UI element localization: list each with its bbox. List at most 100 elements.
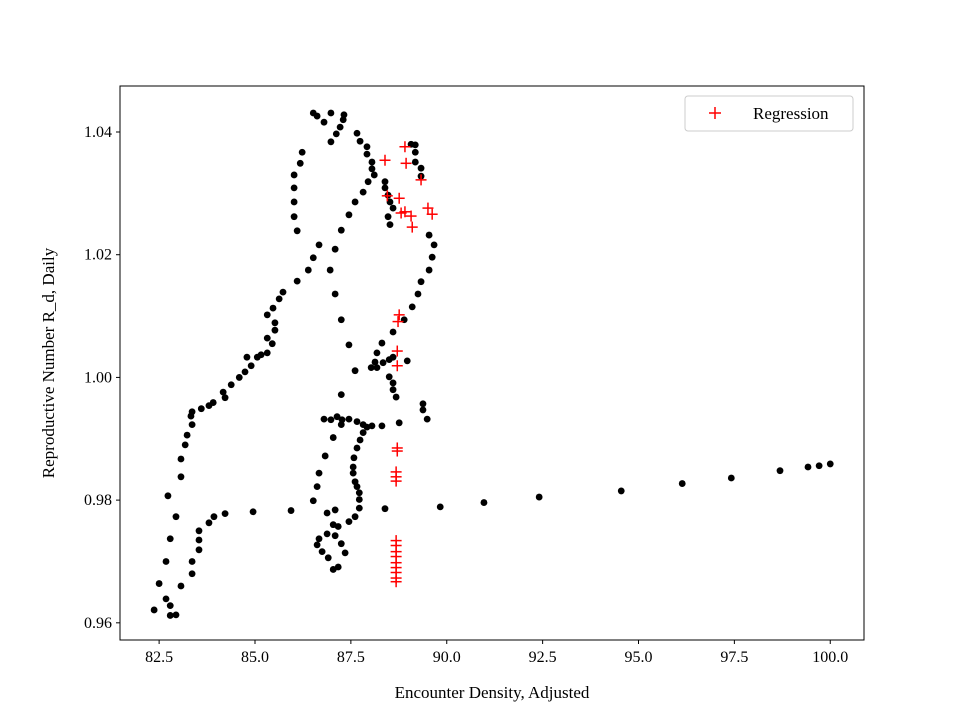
data-point bbox=[221, 510, 229, 518]
data-point bbox=[351, 478, 359, 486]
data-point bbox=[414, 290, 422, 298]
data-point bbox=[155, 580, 163, 587]
data-point bbox=[162, 558, 170, 565]
data-point bbox=[349, 469, 357, 477]
data-point bbox=[331, 506, 339, 514]
data-point bbox=[345, 211, 353, 219]
data-point bbox=[210, 513, 218, 521]
data-point bbox=[326, 266, 334, 274]
data-point bbox=[166, 602, 174, 610]
regression-point bbox=[393, 309, 405, 321]
data-point bbox=[271, 326, 279, 334]
data-point bbox=[384, 213, 392, 221]
data-point bbox=[172, 611, 180, 619]
data-point bbox=[329, 434, 337, 441]
data-point bbox=[395, 419, 403, 427]
data-point bbox=[353, 444, 361, 452]
data-point bbox=[263, 311, 271, 319]
data-point bbox=[425, 231, 433, 239]
data-point bbox=[333, 413, 341, 421]
data-point bbox=[345, 518, 353, 525]
data-point bbox=[162, 595, 170, 603]
data-point bbox=[355, 504, 363, 512]
data-point bbox=[290, 198, 298, 206]
data-point bbox=[337, 316, 345, 324]
data-point bbox=[355, 489, 363, 497]
data-point bbox=[419, 406, 427, 414]
data-point bbox=[386, 221, 394, 229]
data-point bbox=[263, 349, 271, 357]
data-point bbox=[247, 362, 255, 370]
data-point bbox=[379, 359, 387, 367]
data-point bbox=[345, 415, 353, 423]
x-tick-label: 82.5 bbox=[145, 649, 173, 666]
data-point bbox=[313, 483, 321, 491]
data-point bbox=[331, 290, 339, 298]
data-point bbox=[209, 399, 217, 406]
data-point bbox=[430, 241, 438, 249]
data-point bbox=[727, 474, 735, 482]
data-point bbox=[351, 513, 359, 521]
data-point bbox=[381, 178, 389, 186]
regression-point bbox=[400, 157, 412, 169]
y-tick-label: 1.02 bbox=[84, 247, 112, 264]
data-point bbox=[776, 467, 784, 475]
plot-frame bbox=[119, 85, 865, 641]
data-point bbox=[334, 523, 342, 530]
data-point bbox=[172, 513, 180, 521]
data-point bbox=[373, 349, 381, 357]
data-point bbox=[389, 353, 397, 361]
data-point bbox=[337, 421, 345, 429]
data-point bbox=[417, 164, 425, 172]
regression-point bbox=[390, 576, 402, 588]
data-point bbox=[363, 143, 371, 151]
data-point bbox=[304, 266, 312, 274]
data-point bbox=[353, 129, 361, 137]
data-point bbox=[370, 171, 378, 179]
data-point bbox=[315, 535, 323, 543]
legend-box bbox=[684, 95, 854, 132]
data-point bbox=[323, 530, 331, 538]
data-point bbox=[417, 278, 425, 286]
data-point bbox=[309, 254, 317, 262]
regression-point bbox=[415, 174, 427, 186]
data-point bbox=[318, 548, 326, 556]
data-point bbox=[166, 612, 174, 619]
data-point bbox=[381, 505, 389, 513]
data-point bbox=[371, 358, 379, 366]
x-tick-label: 100.0 bbox=[812, 649, 848, 666]
data-point bbox=[321, 452, 329, 460]
regression-point bbox=[399, 206, 411, 218]
data-point bbox=[188, 558, 196, 565]
data-point bbox=[381, 184, 389, 192]
x-axis-label: Encounter Density, Adjusted bbox=[395, 683, 590, 702]
legend-entry-regression: Regression bbox=[753, 104, 829, 123]
data-point bbox=[327, 138, 335, 146]
data-point bbox=[345, 341, 353, 349]
data-point bbox=[389, 379, 397, 387]
x-tick-label: 87.5 bbox=[337, 649, 365, 666]
data-point bbox=[177, 582, 185, 590]
data-point bbox=[290, 184, 298, 192]
data-point bbox=[296, 159, 304, 167]
data-point bbox=[804, 463, 812, 471]
data-point bbox=[331, 532, 339, 540]
data-point bbox=[341, 549, 349, 557]
x-tick-label: 85.0 bbox=[241, 649, 269, 666]
regression-point bbox=[391, 445, 403, 457]
y-tick-label: 0.96 bbox=[84, 615, 112, 632]
data-point bbox=[188, 408, 196, 416]
data-point bbox=[392, 393, 400, 401]
y-tick-label: 1.00 bbox=[84, 369, 112, 386]
data-point bbox=[423, 415, 431, 423]
data-point bbox=[235, 374, 243, 381]
data-point bbox=[480, 499, 488, 506]
data-point bbox=[336, 123, 344, 131]
regression-point bbox=[391, 360, 403, 372]
data-point bbox=[334, 563, 342, 571]
regression-point bbox=[392, 316, 404, 328]
data-point bbox=[339, 116, 347, 124]
data-point bbox=[183, 431, 191, 439]
data-point bbox=[332, 130, 340, 138]
